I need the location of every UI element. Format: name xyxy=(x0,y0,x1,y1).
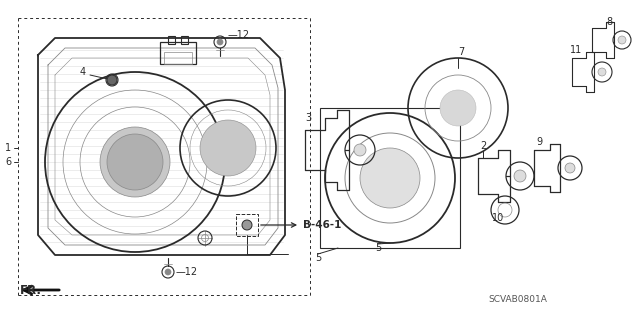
Text: 5: 5 xyxy=(375,243,381,253)
Circle shape xyxy=(598,68,606,76)
Bar xyxy=(181,36,188,44)
Text: 3: 3 xyxy=(305,113,311,123)
Bar xyxy=(168,36,175,44)
Text: 10: 10 xyxy=(492,213,504,223)
Circle shape xyxy=(514,170,526,182)
Circle shape xyxy=(100,127,170,197)
Circle shape xyxy=(217,39,223,45)
Text: —12: —12 xyxy=(228,30,250,40)
Circle shape xyxy=(242,220,252,230)
Circle shape xyxy=(618,36,626,44)
Circle shape xyxy=(107,134,163,190)
Text: 11: 11 xyxy=(570,45,582,55)
Circle shape xyxy=(440,90,476,126)
Bar xyxy=(236,214,258,236)
Circle shape xyxy=(565,163,575,173)
Text: 9: 9 xyxy=(536,137,542,147)
Circle shape xyxy=(354,144,366,156)
Text: 1: 1 xyxy=(5,143,11,153)
Circle shape xyxy=(165,269,171,275)
Bar xyxy=(320,108,460,248)
Bar xyxy=(164,52,192,64)
Text: 5: 5 xyxy=(315,253,321,263)
Circle shape xyxy=(200,120,256,176)
Text: 6: 6 xyxy=(5,157,11,167)
Text: SCVAB0801A: SCVAB0801A xyxy=(488,295,547,305)
Text: 8: 8 xyxy=(606,17,612,27)
Circle shape xyxy=(360,148,420,208)
Text: 4: 4 xyxy=(80,67,86,77)
Circle shape xyxy=(107,75,117,85)
Text: B-46-1: B-46-1 xyxy=(303,220,341,230)
Bar xyxy=(160,42,196,64)
Text: 7: 7 xyxy=(458,47,464,57)
Text: 2: 2 xyxy=(480,141,486,151)
Text: —12: —12 xyxy=(176,267,198,277)
Circle shape xyxy=(109,77,115,83)
Text: FR.: FR. xyxy=(20,284,42,296)
